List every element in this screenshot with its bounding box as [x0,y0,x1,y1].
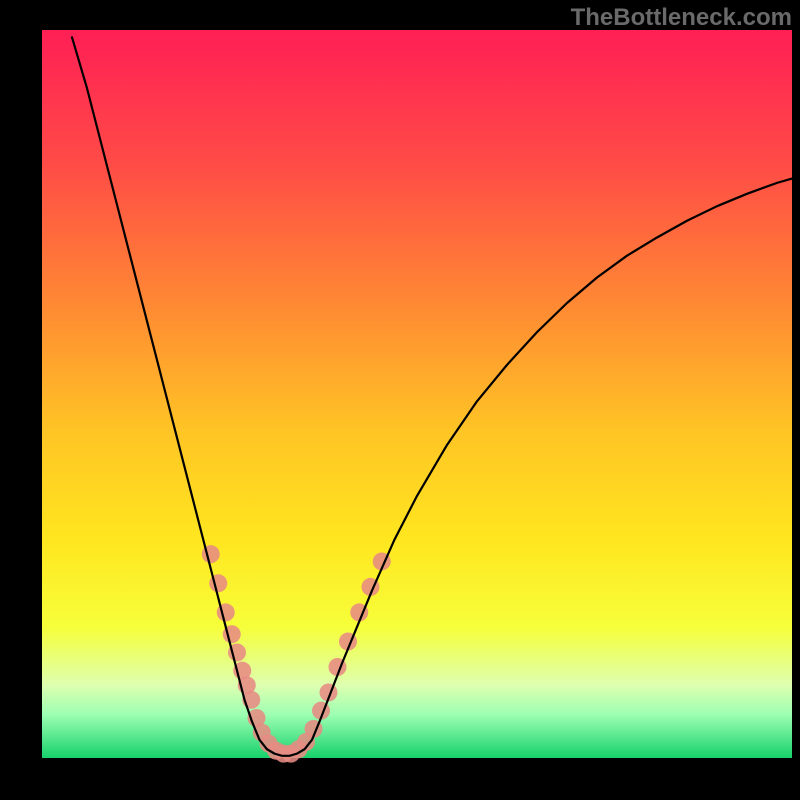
bottleneck-chart [0,0,800,800]
watermark-text: TheBottleneck.com [571,4,792,32]
plot-background [42,30,792,758]
chart-container: TheBottleneck.com [0,0,800,800]
